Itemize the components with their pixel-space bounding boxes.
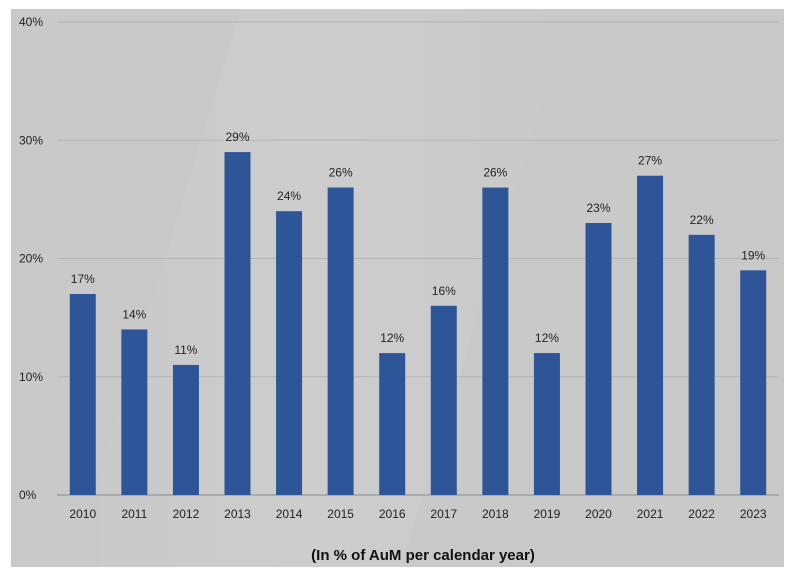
x-axis-caption: (In % of AuM per calendar year)	[311, 547, 535, 564]
x-tick-label: 2015	[327, 507, 354, 521]
bar	[533, 353, 560, 495]
x-tick-label: 2021	[637, 507, 664, 521]
data-label: 17%	[71, 272, 95, 286]
data-label: 29%	[225, 130, 249, 144]
y-tick-label: 40%	[19, 15, 43, 29]
bar	[688, 234, 715, 495]
data-label: 26%	[329, 166, 353, 180]
bar	[224, 152, 251, 495]
bar	[69, 293, 96, 495]
data-label: 12%	[535, 331, 559, 345]
data-label: 14%	[122, 307, 146, 321]
x-tick-label: 2016	[379, 507, 406, 521]
data-label: 16%	[432, 284, 456, 298]
data-label: 11%	[174, 343, 197, 357]
x-tick-label: 2023	[740, 507, 767, 521]
data-label: 19%	[741, 248, 765, 262]
bar	[430, 305, 457, 495]
x-tick-label: 2013	[224, 507, 251, 521]
bar	[276, 211, 303, 495]
x-tick-label: 2010	[69, 507, 96, 521]
x-tick-label: 2022	[688, 507, 715, 521]
y-tick-label: 30%	[19, 133, 43, 147]
data-label: 22%	[690, 213, 714, 227]
x-tick-label: 2018	[482, 507, 509, 521]
x-tick-label: 2012	[173, 507, 200, 521]
bar-chart: 17% 14% 11% 29% 24% 26% 12% 16% 26% 12% 23% 27% 22% 1…	[19, 9, 779, 567]
bar	[482, 187, 509, 496]
bar	[121, 329, 148, 495]
bar	[172, 364, 199, 495]
chart-frame: 17% 14% 11% 29% 24% 26% 12% 16% 26% 12% 23% 27% 22% 1…	[11, 9, 784, 567]
bar	[585, 223, 612, 495]
data-label: 12%	[380, 331, 404, 345]
y-tick-label: 10%	[19, 370, 43, 384]
y-tick-label: 20%	[19, 252, 43, 266]
x-tick-label: 2019	[534, 507, 561, 521]
data-label: 26%	[483, 166, 507, 180]
x-tick-label: 2014	[276, 507, 303, 521]
data-label: 27%	[638, 154, 662, 168]
data-label: 24%	[277, 189, 301, 203]
x-tick-label: 2020	[585, 507, 612, 521]
x-tick-label: 2011	[121, 507, 147, 521]
bar	[327, 187, 354, 496]
y-tick-label: 0%	[19, 488, 37, 502]
x-tick-label: 2017	[430, 507, 457, 521]
data-label: 23%	[586, 201, 610, 215]
bar	[379, 353, 406, 495]
bar	[637, 175, 664, 495]
bar	[740, 270, 767, 495]
